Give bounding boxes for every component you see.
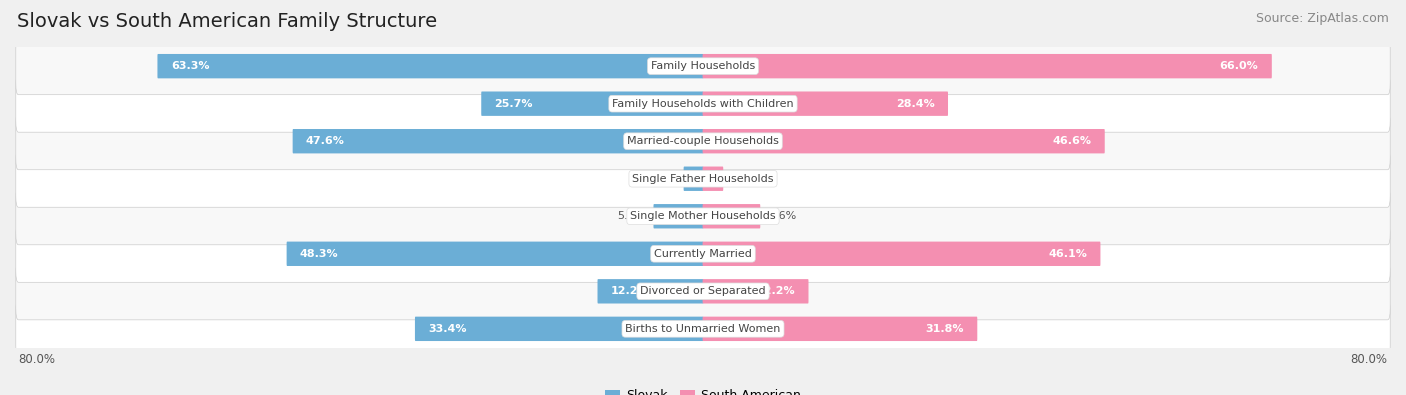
FancyBboxPatch shape bbox=[15, 225, 1391, 282]
FancyBboxPatch shape bbox=[15, 300, 1391, 357]
FancyBboxPatch shape bbox=[287, 242, 703, 266]
Text: 47.6%: 47.6% bbox=[307, 136, 344, 146]
Text: Single Mother Households: Single Mother Households bbox=[630, 211, 776, 221]
Text: 33.4%: 33.4% bbox=[429, 324, 467, 334]
Text: 12.2%: 12.2% bbox=[756, 286, 796, 296]
Text: Births to Unmarried Women: Births to Unmarried Women bbox=[626, 324, 780, 334]
FancyBboxPatch shape bbox=[15, 150, 1391, 207]
FancyBboxPatch shape bbox=[654, 204, 703, 228]
Text: 46.6%: 46.6% bbox=[1052, 136, 1091, 146]
Text: Family Households: Family Households bbox=[651, 61, 755, 71]
Text: 25.7%: 25.7% bbox=[495, 99, 533, 109]
FancyBboxPatch shape bbox=[683, 167, 703, 191]
Text: Family Households with Children: Family Households with Children bbox=[612, 99, 794, 109]
FancyBboxPatch shape bbox=[703, 317, 977, 341]
FancyBboxPatch shape bbox=[15, 38, 1391, 95]
Text: 31.8%: 31.8% bbox=[925, 324, 965, 334]
FancyBboxPatch shape bbox=[15, 188, 1391, 245]
FancyBboxPatch shape bbox=[703, 167, 723, 191]
Text: 2.3%: 2.3% bbox=[731, 174, 759, 184]
FancyBboxPatch shape bbox=[15, 75, 1391, 132]
Text: 80.0%: 80.0% bbox=[18, 353, 55, 366]
Text: 6.6%: 6.6% bbox=[769, 211, 797, 221]
Text: Source: ZipAtlas.com: Source: ZipAtlas.com bbox=[1256, 12, 1389, 25]
Text: 5.7%: 5.7% bbox=[617, 211, 645, 221]
FancyBboxPatch shape bbox=[415, 317, 703, 341]
FancyBboxPatch shape bbox=[703, 242, 1101, 266]
Text: 46.1%: 46.1% bbox=[1049, 249, 1087, 259]
FancyBboxPatch shape bbox=[598, 279, 703, 303]
Text: Divorced or Separated: Divorced or Separated bbox=[640, 286, 766, 296]
Text: 80.0%: 80.0% bbox=[1351, 353, 1388, 366]
FancyBboxPatch shape bbox=[703, 129, 1105, 153]
FancyBboxPatch shape bbox=[157, 54, 703, 78]
Text: Slovak vs South American Family Structure: Slovak vs South American Family Structur… bbox=[17, 12, 437, 31]
Text: 48.3%: 48.3% bbox=[299, 249, 339, 259]
Text: Single Father Households: Single Father Households bbox=[633, 174, 773, 184]
FancyBboxPatch shape bbox=[481, 92, 703, 116]
Text: 28.4%: 28.4% bbox=[896, 99, 935, 109]
Text: Currently Married: Currently Married bbox=[654, 249, 752, 259]
FancyBboxPatch shape bbox=[703, 54, 1272, 78]
Text: 12.2%: 12.2% bbox=[610, 286, 650, 296]
Text: Married-couple Households: Married-couple Households bbox=[627, 136, 779, 146]
FancyBboxPatch shape bbox=[703, 279, 808, 303]
Legend: Slovak, South American: Slovak, South American bbox=[600, 384, 806, 395]
FancyBboxPatch shape bbox=[703, 204, 761, 228]
Text: 2.2%: 2.2% bbox=[647, 174, 675, 184]
Text: 66.0%: 66.0% bbox=[1220, 61, 1258, 71]
FancyBboxPatch shape bbox=[15, 113, 1391, 170]
Text: 63.3%: 63.3% bbox=[170, 61, 209, 71]
FancyBboxPatch shape bbox=[292, 129, 703, 153]
FancyBboxPatch shape bbox=[703, 92, 948, 116]
FancyBboxPatch shape bbox=[15, 263, 1391, 320]
